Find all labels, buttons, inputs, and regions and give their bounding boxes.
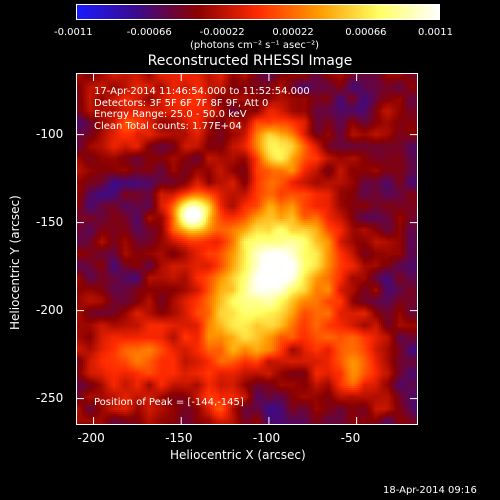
x-tick-label: -50 bbox=[340, 431, 361, 445]
x-axis-title: Heliocentric X (arcsec) bbox=[170, 448, 306, 462]
colorbar-tick-label: 0.00066 bbox=[345, 27, 387, 38]
y-axis-title: Heliocentric Y (arcsec) bbox=[8, 195, 22, 330]
colorbar-tick-label: 0.00022 bbox=[272, 27, 314, 38]
x-tick-label: -150 bbox=[165, 431, 193, 445]
x-tick-label: -100 bbox=[252, 431, 281, 445]
colorbar-tick-label: -0.00022 bbox=[199, 27, 245, 38]
colorbar bbox=[76, 4, 440, 20]
y-tick-label: -150 bbox=[36, 214, 64, 229]
colorbar-tick-label: 0.0011 bbox=[418, 27, 453, 38]
y-tick-label: -250 bbox=[36, 390, 64, 405]
colorbar-tick-label: -0.0011 bbox=[54, 27, 93, 38]
annotation-time-range: 17-Apr-2014 11:46:54.000 to 11:52:54.000 bbox=[94, 86, 310, 97]
colorbar-unit-label: (photons cm⁻² s⁻¹ asec⁻²) bbox=[190, 40, 320, 51]
footer-timestamp: 18-Apr-2014 09:16 bbox=[383, 485, 477, 496]
info-annotations: 17-Apr-2014 11:46:54.000 to 11:52:54.000… bbox=[94, 86, 310, 132]
annotation-total-counts: Clean Total counts: 1.77E+04 bbox=[94, 120, 242, 132]
heatmap-plot-area bbox=[76, 73, 418, 425]
chart-title: Reconstructed RHESSI Image bbox=[147, 53, 353, 69]
annotation-detectors: Detectors: 3F 5F 6F 7F 8F 9F, Att 0 bbox=[94, 97, 269, 109]
y-tick-label: -200 bbox=[36, 302, 64, 317]
heatmap-image bbox=[77, 74, 417, 424]
colorbar-tick-label: -0.00066 bbox=[126, 27, 172, 38]
peak-position-label: Position of Peak = [-144,-145] bbox=[94, 397, 244, 408]
annotation-energy-range: Energy Range: 25.0 - 50.0 keV bbox=[94, 109, 247, 120]
y-tick-label: -100 bbox=[36, 126, 64, 141]
x-tick-label: -200 bbox=[77, 431, 105, 445]
